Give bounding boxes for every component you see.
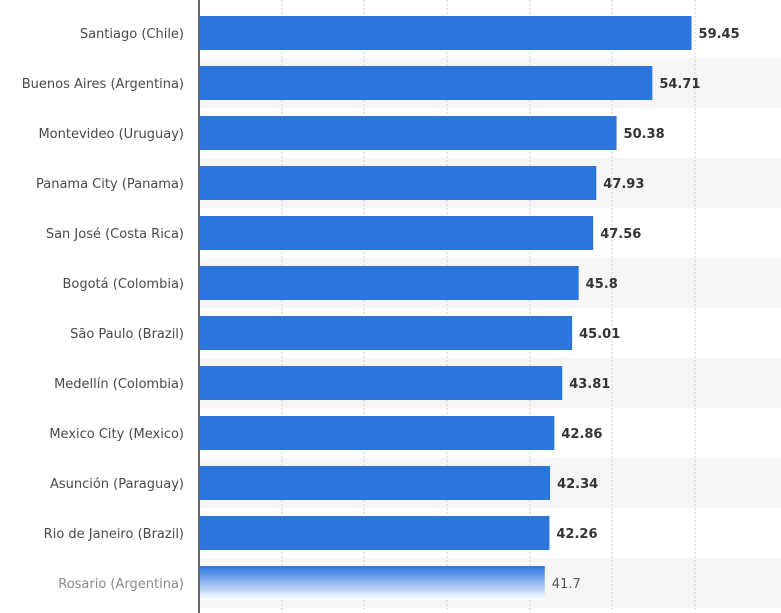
value-label: 42.26 — [556, 527, 597, 542]
value-label: 43.81 — [569, 377, 610, 392]
bar — [200, 416, 555, 450]
bar — [200, 566, 545, 600]
value-label: 45.8 — [586, 277, 618, 292]
bar — [200, 316, 573, 350]
category-label: Panama City (Panama) — [36, 177, 184, 192]
bar — [200, 216, 594, 250]
bar — [200, 16, 692, 50]
category-label: Medellín (Colombia) — [54, 377, 184, 392]
bar — [200, 116, 617, 150]
category-label: Buenos Aires (Argentina) — [22, 77, 184, 92]
category-label: Santiago (Chile) — [80, 27, 184, 42]
category-label: Rio de Janeiro (Brazil) — [44, 527, 184, 542]
value-label: 47.93 — [603, 177, 644, 192]
category-label: San José (Costa Rica) — [46, 227, 184, 242]
category-label: Mexico City (Mexico) — [49, 427, 184, 442]
category-label: Montevideo (Uruguay) — [38, 127, 184, 142]
category-label: Bogotá (Colombia) — [62, 277, 184, 292]
category-label: Rosario (Argentina) — [58, 577, 184, 592]
value-label: 41.7 — [552, 577, 581, 592]
value-label: 42.34 — [557, 477, 598, 492]
bar — [200, 266, 579, 300]
value-label: 59.45 — [699, 27, 740, 42]
bar — [200, 66, 653, 100]
bar — [200, 466, 551, 500]
value-label: 54.71 — [659, 77, 700, 92]
category-label: Asunción (Paraguay) — [50, 477, 184, 492]
value-label: 47.56 — [600, 227, 641, 242]
value-label: 42.86 — [561, 427, 602, 442]
value-label: 45.01 — [579, 327, 620, 342]
bar — [200, 366, 563, 400]
category-label: São Paulo (Brazil) — [70, 327, 184, 342]
bar — [200, 166, 597, 200]
bar — [200, 516, 550, 550]
value-label: 50.38 — [624, 127, 665, 142]
